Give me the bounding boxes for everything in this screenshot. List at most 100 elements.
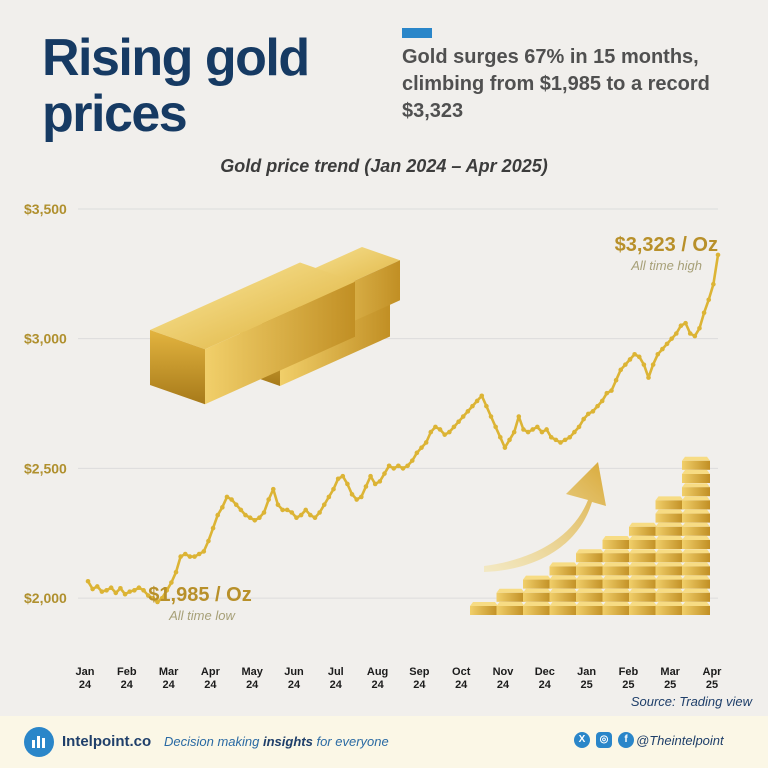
price-point <box>275 502 281 508</box>
price-point <box>715 252 721 258</box>
price-point <box>683 320 688 326</box>
price-point <box>298 512 304 518</box>
y-tick-label: $2,000 <box>24 590 67 606</box>
x-tick-label: 24 <box>413 679 426 691</box>
price-point <box>460 414 466 419</box>
price-point <box>326 494 332 500</box>
price-point <box>516 414 522 419</box>
price-point <box>280 507 285 513</box>
price-point <box>127 589 132 594</box>
price-point <box>386 463 392 469</box>
x-tick-label: Dec <box>535 666 555 678</box>
price-point <box>414 450 420 456</box>
chart-title: Gold price trend (Jan 2024 – Apr 2025) <box>220 156 548 176</box>
price-point <box>252 517 258 523</box>
price-point <box>567 434 573 440</box>
price-point <box>132 588 137 593</box>
price-point <box>553 437 559 443</box>
price-point <box>94 584 100 589</box>
price-point <box>447 429 452 435</box>
price-point <box>423 440 429 445</box>
price-point <box>706 297 712 303</box>
price-point <box>270 486 276 492</box>
x-tick-label: Mar <box>159 666 179 678</box>
x-tick-label: Jun <box>284 666 304 678</box>
price-point <box>697 326 702 331</box>
price-point <box>409 458 415 463</box>
price-point <box>585 411 591 417</box>
price-point <box>349 492 355 497</box>
price-point <box>335 476 341 482</box>
price-point <box>511 429 517 435</box>
price-point <box>257 515 262 520</box>
price-point <box>308 512 313 518</box>
price-point <box>284 507 290 513</box>
price-point <box>521 427 526 432</box>
source-note: Source: Trading view <box>630 694 752 709</box>
price-point <box>104 588 109 593</box>
x-tick-label: Apr <box>201 666 221 678</box>
x-icon[interactable]: X <box>574 732 590 748</box>
price-point <box>289 510 295 515</box>
price-point <box>368 473 373 479</box>
x-tick-label: 24 <box>371 679 384 691</box>
price-point <box>155 599 160 605</box>
price-point <box>340 473 346 479</box>
price-point <box>206 538 211 544</box>
growth-icon <box>470 456 710 615</box>
price-point <box>484 403 489 409</box>
price-point <box>613 377 619 383</box>
price-point <box>215 512 221 518</box>
price-point <box>544 427 549 432</box>
price-point <box>108 585 114 591</box>
x-tick-label: Jan <box>577 666 596 678</box>
price-point <box>122 591 128 597</box>
price-point <box>345 481 350 487</box>
price-point <box>90 586 95 592</box>
price-point <box>354 497 359 502</box>
price-point <box>113 590 119 596</box>
brand-name[interactable]: Intelpoint.co <box>62 733 152 750</box>
price-point <box>669 336 674 341</box>
price-point <box>224 494 230 500</box>
x-tick-label: 25 <box>706 679 718 691</box>
price-point <box>391 466 397 471</box>
price-point <box>470 403 475 409</box>
title-line-1: Rising gold <box>42 29 310 87</box>
price-point <box>187 554 193 559</box>
price-point <box>173 569 179 575</box>
x-tick-label: 24 <box>246 679 259 691</box>
price-point <box>99 589 105 594</box>
x-tick-label: Apr <box>703 666 723 678</box>
price-point <box>451 424 457 430</box>
price-point <box>164 588 170 593</box>
price-point <box>479 393 485 399</box>
price-point <box>382 471 387 476</box>
x-tick-label: 24 <box>162 679 175 691</box>
x-tick-label: 24 <box>330 679 343 691</box>
x-tick-label: 24 <box>204 679 217 691</box>
price-point <box>196 551 202 557</box>
low-annotation-note: All time low <box>168 608 236 623</box>
price-point <box>377 479 383 484</box>
price-point <box>238 507 244 513</box>
x-tick-label: Jan <box>76 666 95 678</box>
x-tick-label: May <box>241 666 263 678</box>
instagram-icon[interactable]: ◎ <box>596 732 612 748</box>
price-point <box>312 515 318 520</box>
price-point <box>701 310 707 316</box>
title-line-2: prices <box>42 85 188 143</box>
facebook-icon[interactable]: f <box>618 732 634 748</box>
price-point <box>85 578 91 584</box>
price-point <box>400 466 406 471</box>
social-handle[interactable]: @Theintelpoint <box>636 733 724 748</box>
price-point <box>359 494 364 500</box>
price-point <box>609 388 614 393</box>
price-point <box>562 437 568 443</box>
price-point <box>169 580 174 585</box>
price-point <box>303 507 309 513</box>
price-point <box>261 510 267 515</box>
price-point <box>465 409 471 414</box>
price-point <box>581 416 586 422</box>
high-annotation: $3,323 / Oz <box>615 234 718 256</box>
